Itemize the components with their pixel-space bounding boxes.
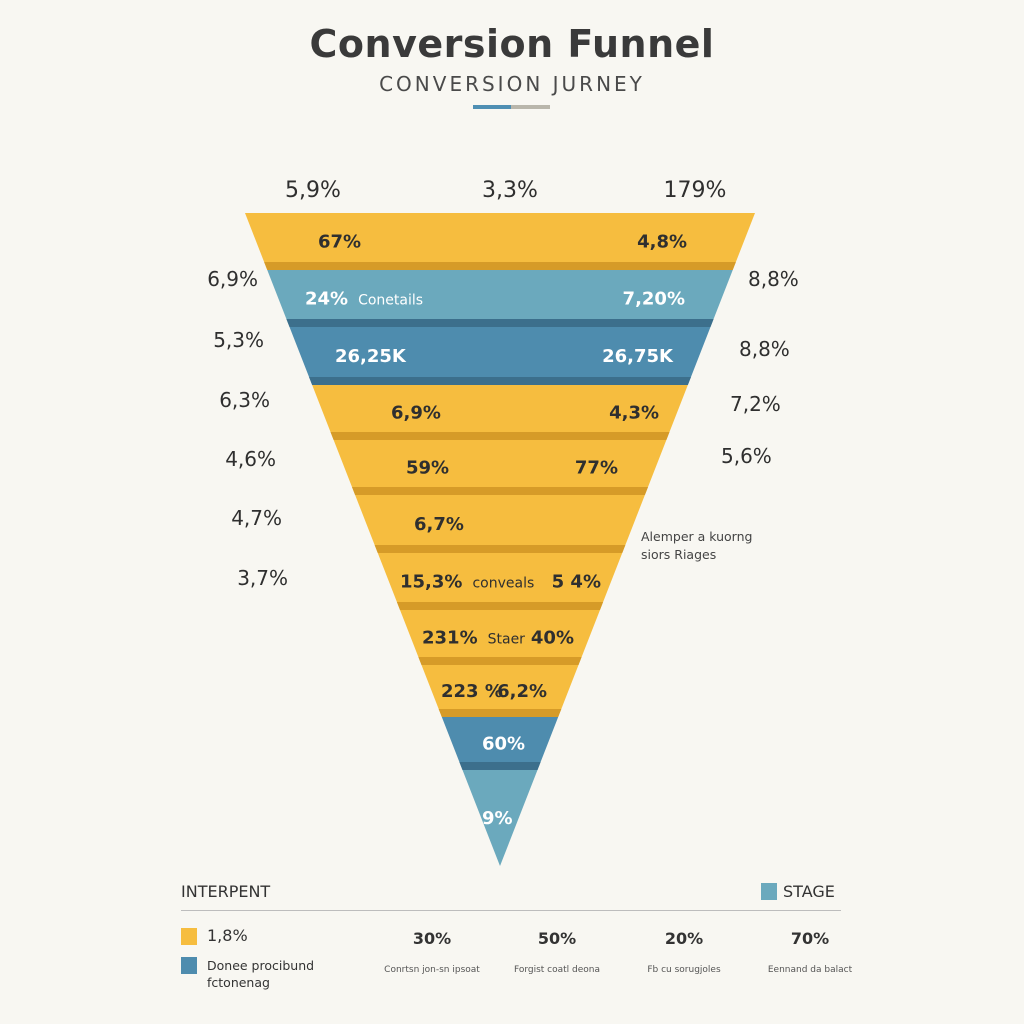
legend-stat: 30% Conrtsn jon-sn ipsoat [372, 929, 492, 975]
funnel-stage [355, 495, 645, 553]
legend-stat: 50% Forgist coatl deona [497, 929, 617, 975]
stage-divider [286, 319, 714, 327]
stage-divider [309, 377, 691, 385]
stage-value-left: 6,7% [414, 514, 464, 535]
legend-stat-value: 50% [537, 929, 577, 948]
stage-value-right: 40% [531, 628, 574, 649]
stage-divider [459, 762, 541, 770]
legend-stat-value: 30% [412, 929, 452, 948]
legend-row-blue: Donee procibund fctonenag [181, 957, 337, 991]
funnel-stage [462, 770, 538, 866]
legend-stat-value: 20% [664, 929, 704, 948]
outside-label-left: 4,6% [225, 447, 276, 471]
stage-value-right: 4,3% [609, 403, 659, 424]
funnel-stage [441, 717, 559, 770]
stage-value-left: 231% Staer [422, 628, 525, 649]
chart-title: Conversion Funnel [309, 22, 715, 66]
funnel-stage [245, 213, 755, 270]
legend-row-label: Donee procibund fctonenag [207, 958, 315, 990]
outside-label-left: 3,7% [237, 566, 288, 590]
title-underline-grey [511, 105, 550, 109]
stage-divider [396, 602, 604, 610]
funnel-stage [400, 610, 600, 665]
funnel-stage [289, 327, 711, 385]
stage-divider [418, 657, 582, 665]
stage-value-left: 24% Conetails [305, 289, 423, 310]
stage-key: STAGE [761, 882, 835, 901]
stage-divider [330, 432, 670, 440]
legend-stat: 70% Eennand da balact [750, 929, 870, 975]
legend-divider [181, 910, 841, 911]
outside-label-right: 7,2% [730, 392, 781, 416]
stage-value-left: 26,25K [335, 346, 407, 367]
legend-stat-value: 70% [790, 929, 830, 948]
legend-title: INTERPENT [181, 882, 271, 901]
legend-stat-caption: Forgist coatl deona [513, 965, 601, 975]
outside-label-left: 5,3% [213, 328, 264, 352]
stage-divider [264, 262, 736, 270]
funnel-stage [333, 440, 667, 495]
stage-value-right: 77% [575, 458, 618, 479]
annotation-line-2: siors Riages [641, 547, 717, 562]
outside-label-left: 6,9% [207, 267, 258, 291]
chart-subtitle: CONVERSION JURNEY [379, 72, 645, 96]
stage-value-right: 6,2% [497, 681, 547, 702]
yellow-swatch [181, 928, 197, 945]
funnel-stage [421, 665, 579, 717]
stage-value-left: 9% [482, 808, 513, 829]
stage-annotation: Alemper a kuorng siors Riages [641, 528, 771, 564]
funnel-stage [312, 385, 688, 440]
funnel-stage [267, 270, 733, 327]
stage-value-left: 59% [406, 458, 449, 479]
title-underline-blue [473, 105, 511, 109]
stage-value-left: 223 % [441, 681, 503, 702]
legend-stat: 20% Fb cu sorugjoles [624, 929, 744, 975]
stage-value-left: 6,9% [391, 403, 441, 424]
outside-label-left: 4,7% [231, 506, 282, 530]
stage-divider [438, 709, 562, 717]
stage-key-label: STAGE [783, 882, 835, 901]
legend-stat-caption: Eennand da balact [767, 965, 853, 975]
stage-swatch [761, 883, 777, 900]
outside-label-right: 5,6% [721, 444, 772, 468]
legend-stat-caption: Fb cu sorugjoles [647, 965, 721, 975]
top-percent-label: 5,9% [285, 178, 341, 203]
outside-label-right: 8,8% [748, 267, 799, 291]
legend-row-label: 1,8% [207, 926, 248, 945]
stage-value-right: 4,8% [637, 232, 687, 253]
stage-divider [351, 487, 649, 495]
funnel-stage [377, 553, 623, 610]
outside-label-right: 8,8% [739, 337, 790, 361]
top-percent-label: 179% [664, 178, 727, 203]
top-percent-label: 3,3% [482, 178, 538, 203]
stage-value-right: 26,75K [602, 346, 674, 367]
outside-label-left: 6,3% [219, 388, 270, 412]
stage-value-right: 5 4% [552, 572, 601, 593]
legend-row-yellow: 1,8% [181, 928, 248, 945]
blue-swatch [181, 957, 197, 974]
stage-value-right: 7,20% [623, 289, 685, 310]
stage-divider [374, 545, 626, 553]
legend-stat-caption: Conrtsn jon-sn ipsoat [384, 965, 480, 975]
stage-value-left: 60% [482, 734, 525, 755]
stage-value-left: 67% [318, 232, 361, 253]
annotation-line-1: Alemper a kuorng [641, 529, 753, 544]
